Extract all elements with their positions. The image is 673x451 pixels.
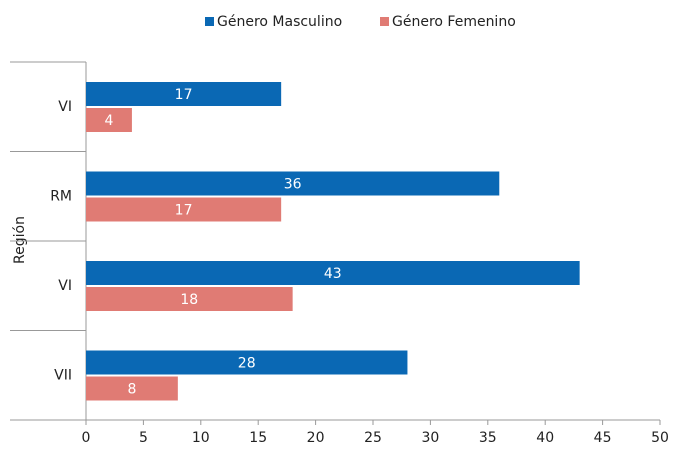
x-tick-label: 5: [139, 430, 148, 446]
data-label: 17: [175, 87, 193, 103]
bar: [86, 82, 282, 106]
y-tick-label: RM: [50, 188, 72, 204]
legend-label: Género Femenino: [392, 14, 516, 30]
x-tick-label: 30: [421, 430, 439, 446]
data-label: 4: [104, 113, 113, 129]
y-tick-label: VII: [54, 367, 72, 383]
data-label: 17: [175, 203, 193, 219]
bar: [86, 197, 282, 222]
legend-swatch: [380, 17, 389, 26]
x-tick-label: 35: [479, 430, 497, 446]
x-tick-label: 45: [594, 430, 612, 446]
x-tick-label: 0: [82, 430, 91, 446]
x-tick-label: 25: [364, 430, 382, 446]
x-tick-label: 10: [192, 430, 210, 446]
data-label: 28: [238, 356, 256, 372]
data-label: 36: [284, 177, 302, 193]
bar: [86, 261, 580, 285]
x-tick-label: 20: [307, 430, 325, 446]
x-tick-label: 40: [536, 430, 554, 446]
bar: [86, 171, 500, 196]
bar: [86, 376, 178, 401]
data-label: 8: [127, 382, 136, 398]
bar: [86, 287, 293, 311]
x-tick-label: 50: [651, 430, 669, 446]
data-label: 43: [324, 266, 342, 282]
bar: [86, 350, 408, 375]
y-axis-label: Región: [12, 216, 28, 264]
legend-swatch: [205, 17, 214, 26]
bar: [86, 108, 132, 132]
y-tick-label: VI: [58, 278, 72, 294]
data-label: 18: [180, 292, 198, 308]
x-tick-label: 15: [249, 430, 267, 446]
legend-label: Género Masculino: [217, 14, 342, 30]
y-tick-label: VI: [58, 99, 72, 115]
